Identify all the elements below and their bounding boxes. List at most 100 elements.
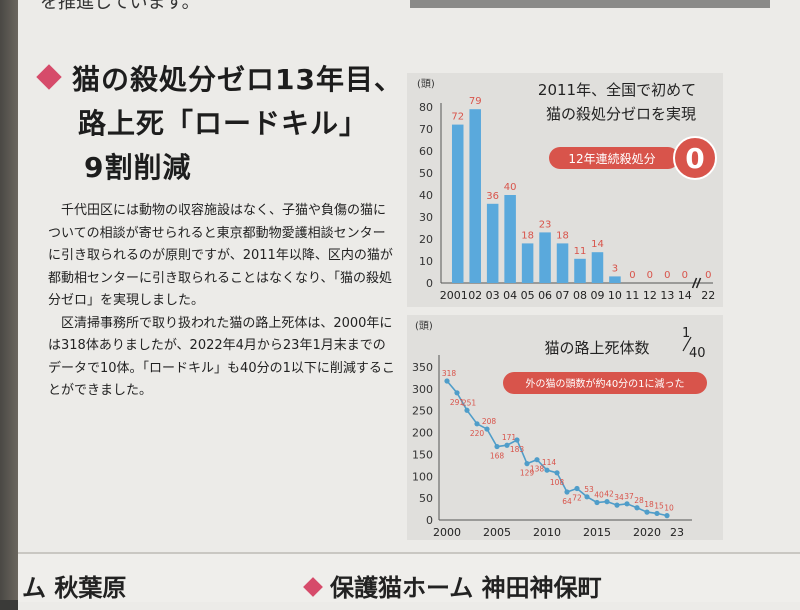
chart1-xtick: 22	[701, 289, 715, 302]
chart2-data-label: 37	[624, 492, 634, 501]
chart2-data-label: 129	[520, 469, 535, 478]
chart2-point	[634, 505, 640, 511]
chart2-point	[584, 494, 590, 500]
chart2-data-label: 53	[584, 485, 594, 494]
chart1-data-label: 72	[451, 112, 464, 123]
body-paragraph-2: 区清掃事務所で取り扱われた猫の路上死体は、2000年には318体ありましたが、2…	[48, 315, 395, 399]
chart2-point	[554, 470, 560, 476]
top-caption: を推進しています。	[40, 0, 200, 13]
chart1-xtick: 2001	[440, 289, 468, 302]
chart1-ytick: 70	[419, 123, 433, 136]
chart2-data-label: 291	[450, 398, 465, 407]
chart2-point	[464, 407, 470, 413]
chart2-data-label: 114	[542, 458, 557, 467]
heading-line-1: 猫の殺処分ゼロ13年目、	[36, 58, 403, 98]
euthanasia-bar-chart: 2011年、全国で初めて 猫の殺処分ゼロを実現 12年連続殺処分 0 (頭)01…	[417, 78, 717, 302]
chart2-xtick: 2020	[633, 526, 661, 539]
chart1-bar	[574, 258, 586, 283]
chart1-data-label: 0	[664, 270, 670, 281]
chart2-data-label: 251	[462, 398, 477, 407]
heading-line-2: 路上死「ロードキル」	[78, 107, 369, 140]
chart2-ytick: 50	[419, 492, 433, 505]
chart1-ytick: 0	[426, 277, 433, 290]
chart1-data-label: 14	[591, 239, 604, 250]
chart1-badge-label: 12年連続殺処分	[568, 152, 655, 166]
chart1-data-label: 18	[556, 230, 569, 241]
chart1-xtick: 14	[678, 289, 692, 302]
chart1-data-label: 0	[647, 270, 653, 281]
roadkill-chart-panel: 猫の路上死体数 1 40 外の猫の頭数が約40分の1に減った (頭) 0 50 100…	[407, 315, 723, 540]
chart2-data-label: 183	[510, 445, 525, 454]
chart1-data-label: 79	[469, 96, 482, 107]
chart2-data-label: 10	[664, 504, 674, 513]
chart2-data-label: 171	[502, 433, 517, 442]
chart2-xtick: 2010	[533, 526, 561, 539]
diamond-bullet-icon	[303, 577, 323, 597]
chart2-ytick: 200	[412, 427, 433, 440]
chart1-ylabel: (頭)	[417, 78, 435, 90]
chart2-xtick: 23	[670, 526, 684, 539]
chart2-xtick: 2005	[483, 526, 511, 539]
chart1-xtick: 07	[556, 289, 570, 302]
body-paragraph-1: 千代田区には動物の収容施設はなく、子猫や負傷の猫についての相談が寄せられると東京…	[48, 203, 393, 308]
chart2-point	[534, 457, 540, 463]
chart1-xtick: 04	[503, 289, 517, 302]
chart2-point	[474, 421, 480, 427]
chart2-ytick: 100	[412, 470, 433, 483]
chart1-bar	[539, 232, 551, 283]
chart1-data-label: 0	[629, 270, 635, 281]
chart1-ytick: 60	[419, 145, 433, 158]
chart1-ytick: 80	[419, 101, 433, 114]
chart2-point	[524, 461, 530, 467]
chart2-xtick: 2000	[433, 526, 461, 539]
chart1-data-label: 0	[705, 270, 711, 281]
chart2-ytick: 150	[412, 448, 433, 461]
chart1-ytick: 20	[419, 233, 433, 246]
chart2-point	[494, 443, 500, 450]
euthanasia-chart-panel: 2011年、全国で初めて 猫の殺処分ゼロを実現 12年連続殺処分 0 (頭) 0 1…	[407, 73, 723, 307]
chart2-fraction-num: 1	[682, 326, 690, 341]
chart1-bar	[556, 243, 569, 283]
roadkill-line-chart: 猫の路上死体数 1 40 外の猫の頭数が約40分の1に減った (頭) 0 50 100…	[412, 320, 707, 539]
chart1-zero-circle	[673, 136, 717, 180]
body-text: 千代田区には動物の収容施設はなく、子猫や負傷の猫についての相談が寄せられると東京…	[48, 200, 398, 403]
chart2-data-label: 108	[550, 478, 565, 487]
chart1-data-label: 11	[574, 246, 587, 257]
chart2-data-label: 72	[572, 494, 582, 503]
diamond-bullet-icon	[36, 64, 62, 90]
chart1-data-label: 23	[539, 219, 552, 230]
chart1-xtick: 09	[590, 289, 604, 302]
chart1-bar	[521, 243, 534, 283]
chart2-xtick: 2015	[583, 526, 611, 539]
bottom-heading-left: ム 秋葉原	[22, 574, 127, 602]
chart2-fraction-den: 40	[689, 346, 706, 361]
chart2-point	[664, 513, 670, 519]
chart2-point	[444, 378, 450, 384]
chart1-xtick: 05	[521, 289, 535, 302]
chart1-data-label: 0	[682, 270, 688, 281]
chart2-data-label: 34	[614, 493, 624, 502]
chart1-ytick: 40	[419, 189, 433, 202]
chart1-xtick: 08	[573, 289, 587, 302]
chart2-data-label: 168	[490, 452, 505, 461]
chart1-xtick: 02	[468, 289, 482, 302]
chart2-data-label: 42	[604, 490, 614, 499]
chart2-data-label: 64	[562, 497, 572, 506]
chart2-title: 猫の路上死体数	[544, 339, 649, 357]
chart2-badge	[503, 372, 707, 394]
chart2-point	[484, 426, 490, 432]
chart2-point	[574, 485, 580, 492]
chart1-ytick: 30	[419, 211, 433, 224]
chart2-point	[644, 509, 650, 515]
chart2-point	[654, 510, 660, 517]
chart1-xtick: 11	[625, 289, 639, 302]
chart2-data-label: 18	[644, 500, 654, 509]
chart1-title-line2: 猫の殺処分ゼロを実現	[546, 105, 696, 123]
chart1-xtick: 10	[608, 289, 622, 302]
chart1-title-line1: 2011年、全国で初めて	[538, 81, 696, 99]
chart2-point	[604, 499, 610, 505]
chart1-xtick: 12	[643, 289, 657, 302]
chart1-badge-value: 0	[685, 142, 704, 175]
chart2-point	[544, 467, 550, 473]
chart1-bar	[486, 203, 499, 283]
